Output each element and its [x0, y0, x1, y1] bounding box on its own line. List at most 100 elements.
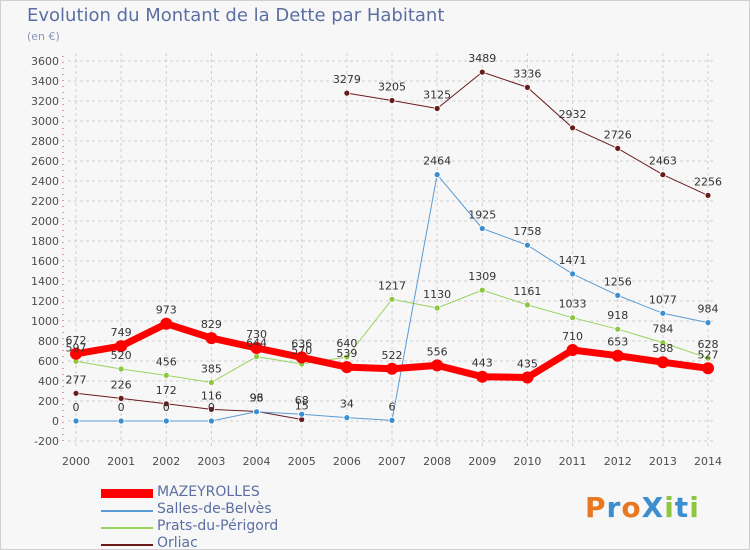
data-label: 3489 — [468, 52, 496, 65]
data-label: 15 — [295, 400, 309, 413]
legend-swatch — [101, 527, 153, 529]
data-label: 116 — [201, 389, 222, 402]
data-label: 0 — [73, 401, 80, 414]
data-label: 3279 — [333, 73, 361, 86]
data-point — [614, 291, 622, 299]
x-tick-label: 2012 — [604, 455, 632, 468]
legend-label: Salles-de-Belvès — [157, 501, 272, 517]
x-tick-label: 2013 — [649, 455, 677, 468]
data-label: 628 — [698, 338, 719, 351]
data-point — [614, 325, 622, 333]
y-tick-label: 1800 — [31, 235, 59, 248]
y-tick-label: 2200 — [31, 195, 59, 208]
y-tick-label: 2600 — [31, 155, 59, 168]
data-point — [704, 191, 712, 199]
y-tick-label: 3600 — [31, 55, 59, 68]
data-label: 1758 — [513, 225, 541, 238]
data-label: 527 — [698, 348, 719, 361]
data-point — [702, 362, 714, 375]
data-point — [72, 389, 80, 397]
x-tick-label: 2010 — [513, 455, 541, 468]
data-label: 2932 — [559, 108, 587, 121]
data-label: 3125 — [423, 89, 451, 102]
data-label: 588 — [652, 342, 673, 355]
legend-swatch — [101, 489, 153, 498]
data-label: 0 — [163, 401, 170, 414]
x-tick-label: 2006 — [333, 455, 361, 468]
data-label: 522 — [382, 349, 403, 362]
y-tick-label: 800 — [38, 335, 59, 348]
y-tick-label: 3000 — [31, 115, 59, 128]
data-point — [70, 347, 82, 360]
data-label: 1925 — [468, 209, 496, 222]
data-point — [569, 270, 576, 278]
data-label: 539 — [336, 347, 357, 360]
data-label: 1217 — [378, 279, 406, 292]
x-tick-label: 2007 — [378, 455, 406, 468]
data-point — [521, 371, 534, 384]
data-point — [117, 394, 125, 402]
data-point — [208, 417, 215, 425]
data-point — [659, 309, 667, 317]
data-point — [659, 339, 667, 347]
data-label: 1256 — [604, 275, 632, 288]
y-tick-label: 1200 — [31, 295, 59, 308]
data-point — [343, 89, 351, 97]
data-label: 435 — [517, 358, 538, 371]
data-label: 653 — [607, 336, 628, 349]
data-point — [205, 332, 218, 345]
x-tick-label: 2008 — [423, 455, 451, 468]
y-tick-label: 2800 — [31, 135, 59, 148]
data-point — [704, 354, 712, 362]
y-tick-label: 1000 — [31, 315, 59, 328]
x-tick-label: 2011 — [559, 455, 587, 468]
x-tick-label: 2009 — [468, 455, 496, 468]
data-point — [295, 351, 308, 364]
data-label: 829 — [201, 318, 222, 331]
data-label: 597 — [66, 341, 87, 354]
data-point — [569, 314, 576, 322]
data-label: 443 — [472, 357, 493, 370]
data-point — [388, 295, 396, 303]
logo-letter: t — [674, 491, 690, 524]
data-label: 672 — [66, 334, 87, 347]
data-point — [208, 405, 215, 413]
data-label: 644 — [246, 337, 267, 350]
data-point — [433, 304, 441, 312]
data-point — [659, 171, 667, 179]
data-label: 640 — [336, 337, 357, 350]
data-label: 984 — [698, 303, 719, 316]
data-point — [343, 414, 351, 422]
data-label: 34 — [340, 398, 354, 411]
data-point — [162, 371, 170, 379]
y-tick-label: 200 — [38, 395, 59, 408]
data-point — [72, 417, 80, 425]
logo-letter: r — [606, 491, 622, 524]
data-point — [253, 353, 260, 361]
y-tick-label: 3400 — [31, 75, 59, 88]
x-tick-label: 2004 — [243, 455, 271, 468]
data-label: 68 — [295, 394, 309, 407]
data-label: 973 — [156, 304, 177, 317]
data-point — [569, 124, 576, 132]
data-label: 277 — [66, 373, 87, 386]
data-label: 0 — [118, 401, 125, 414]
y-tick-label: 400 — [38, 375, 59, 388]
data-label: 226 — [111, 378, 132, 391]
data-label: 1130 — [423, 288, 451, 301]
proxiti-logo: ProXiti — [585, 491, 700, 524]
legend-label: MAZEYROLLES — [157, 484, 260, 500]
data-point — [656, 356, 669, 369]
data-label: 918 — [607, 309, 628, 322]
data-label: 2726 — [604, 128, 632, 141]
data-point — [433, 171, 441, 179]
x-tick-label: 2002 — [152, 455, 180, 468]
y-tick-label: -200 — [34, 435, 59, 448]
logo-letter: i — [664, 491, 675, 524]
x-tick-label: 2005 — [288, 455, 316, 468]
data-point — [115, 340, 128, 353]
y-tick-label: 0 — [52, 415, 59, 428]
data-point — [478, 225, 486, 232]
data-point — [704, 319, 712, 327]
